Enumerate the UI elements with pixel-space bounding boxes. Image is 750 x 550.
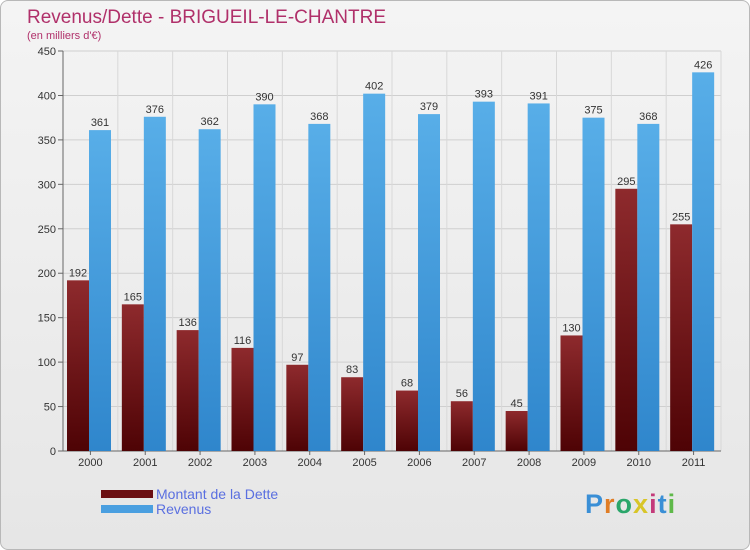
bar-revenus: [692, 72, 715, 451]
bar-dette: [450, 401, 473, 451]
bar-dette: [560, 335, 583, 451]
data-label-revenus: 426: [694, 59, 712, 71]
logo-letter: o: [615, 489, 634, 519]
y-tick-label: 300: [38, 179, 56, 191]
chart-title: Revenus/Dette - BRIGUEIL-LE-CHANTRE: [27, 7, 386, 28]
proxiti-logo: Proxiti: [585, 489, 676, 520]
logo-letter: r: [604, 489, 616, 519]
logo-letter: P: [585, 489, 605, 519]
bars: 192 361 165 376 136 362 116 390 97 368 83 402 68 379 5…: [67, 59, 715, 452]
bar-revenus: [308, 123, 331, 451]
bar-dette: [670, 224, 693, 451]
legend-swatch-dette: [101, 490, 153, 498]
data-label-dette: 295: [617, 176, 635, 188]
bar-revenus: [198, 129, 221, 451]
x-tick-label: 2003: [243, 457, 267, 469]
bar-dette: [615, 188, 638, 451]
x-tick-label: 2009: [572, 457, 596, 469]
bar-revenus: [89, 130, 111, 451]
bar-revenus: [363, 93, 386, 452]
data-label-dette: 255: [672, 211, 690, 223]
x-axis: 2000 2001 2002 2003 2004 2005 2006 2007 2008 2009…: [78, 451, 705, 469]
y-tick-label: 200: [38, 268, 56, 280]
bar-dette: [231, 347, 254, 451]
bar-revenus: [472, 101, 495, 452]
y-tick-label: 150: [38, 313, 56, 325]
data-label-revenus: 379: [420, 101, 438, 113]
bar-revenus: [143, 116, 166, 452]
data-label-dette: 165: [124, 291, 142, 303]
bar-dette: [505, 411, 528, 451]
data-label-revenus: 368: [310, 111, 328, 123]
bar-revenus: [418, 114, 440, 451]
logo-letter: x: [633, 489, 650, 519]
y-tick-label: 100: [38, 357, 56, 369]
x-tick-label: 2002: [188, 457, 212, 469]
legend-label-dette: Montant de la Dette: [156, 486, 279, 502]
data-label-revenus: 393: [475, 89, 493, 101]
data-label-dette: 68: [401, 378, 413, 390]
data-label-revenus: 376: [146, 104, 164, 116]
x-tick-label: 2011: [682, 457, 706, 469]
bar-revenus: [527, 103, 550, 451]
x-tick-label: 2004: [298, 457, 322, 469]
data-label-revenus: 402: [365, 81, 383, 93]
y-tick-label: 400: [38, 90, 56, 102]
data-label-revenus: 375: [584, 105, 602, 117]
x-tick-label: 2008: [517, 457, 541, 469]
y-tick-label: 250: [38, 224, 56, 236]
y-tick-label: 350: [38, 135, 56, 147]
bar-dette: [67, 280, 89, 451]
logo-letter: t: [657, 489, 668, 519]
data-label-dette: 56: [456, 388, 468, 400]
y-tick-label: 450: [38, 46, 56, 58]
x-tick-label: 2001: [133, 457, 157, 469]
chart-subtitle: (en milliers d'€): [27, 30, 102, 42]
data-label-dette: 97: [291, 352, 303, 364]
bar-dette: [176, 330, 199, 451]
bar-revenus: [582, 117, 605, 452]
bar-dette: [121, 304, 144, 451]
bar-dette: [396, 390, 418, 451]
x-tick-label: 2007: [462, 457, 486, 469]
data-label-dette: 192: [69, 267, 87, 279]
legend-swatch-revenus: [101, 505, 153, 513]
data-label-dette: 45: [511, 398, 523, 410]
data-label-revenus: 391: [529, 90, 547, 102]
bar-revenus: [637, 123, 660, 451]
logo-letter: i: [667, 489, 677, 519]
data-label-dette: 130: [562, 322, 580, 334]
y-tick-label: 0: [50, 446, 56, 458]
y-tick-label: 50: [44, 402, 56, 414]
data-label-dette: 83: [346, 364, 358, 376]
x-tick-label: 2005: [352, 457, 376, 469]
legend-label-revenus: Revenus: [156, 501, 212, 517]
x-tick-label: 2010: [627, 457, 651, 469]
data-label-revenus: 361: [91, 117, 109, 129]
y-axis: 0 50 100 150 200 250 300 350 400 450: [38, 46, 721, 458]
x-tick-label: 2006: [407, 457, 431, 469]
data-label-revenus: 362: [200, 116, 218, 128]
x-tick-label: 2000: [78, 457, 102, 469]
data-label-revenus: 390: [255, 91, 273, 103]
data-label-dette: 136: [178, 317, 196, 329]
bar-dette: [286, 364, 309, 451]
logo-letter: i: [649, 489, 658, 519]
bar-dette: [341, 377, 364, 451]
bar-revenus: [253, 104, 276, 451]
data-label-revenus: 368: [639, 111, 657, 123]
data-label-dette: 116: [234, 335, 252, 347]
